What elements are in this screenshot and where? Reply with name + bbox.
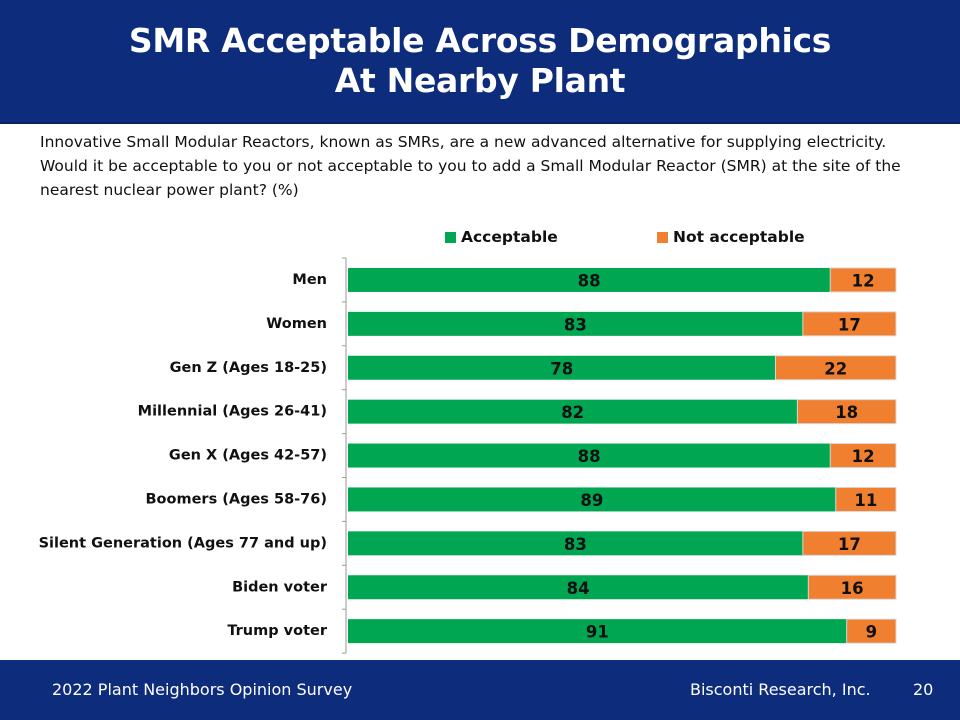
bar-acceptable	[348, 311, 803, 336]
data-label-not-acceptable: 11	[854, 491, 877, 510]
category-label: Biden voter	[232, 579, 328, 595]
bar-not-acceptable	[829, 267, 897, 293]
stacked-bar-chart: Men 88 12 Women 83 17 Gen Z (Ages 18-25) 78 22 Mi…	[39, 257, 897, 654]
bar-not-acceptable	[802, 311, 897, 337]
category-label: Millennial (Ages 26-41)	[138, 404, 327, 420]
data-label-acceptable: 84	[567, 579, 590, 598]
bar-acceptable	[348, 399, 798, 424]
footer-survey-name: 2022 Plant Neighbors Opinion Survey	[52, 680, 353, 699]
data-label-acceptable: 82	[561, 403, 584, 422]
data-label-not-acceptable: 18	[835, 403, 858, 422]
data-label-not-acceptable: 16	[841, 579, 864, 598]
legend-item-not-acceptable: Not acceptable	[657, 228, 805, 246]
data-label-not-acceptable: 9	[866, 623, 877, 642]
data-label-acceptable: 89	[580, 491, 603, 510]
data-label-acceptable: 83	[564, 535, 587, 554]
bar-not-acceptable	[846, 618, 897, 644]
data-label-not-acceptable: 22	[824, 359, 847, 378]
data-label-acceptable: 88	[578, 447, 601, 466]
bar-not-acceptable	[835, 486, 897, 512]
bar-not-acceptable	[807, 574, 897, 600]
category-label: Silent Generation (Ages 77 and up)	[39, 535, 327, 551]
bar-acceptable	[348, 531, 803, 556]
bar-acceptable	[348, 355, 776, 380]
survey-question: Innovative Small Modular Reactors, known…	[40, 133, 901, 199]
bar-not-acceptable	[796, 399, 897, 425]
bar-not-acceptable	[802, 530, 897, 556]
category-label: Boomers (Ages 58-76)	[146, 491, 328, 507]
data-label-not-acceptable: 12	[852, 271, 875, 290]
bar-acceptable	[348, 619, 847, 644]
category-label: Gen X (Ages 42-57)	[169, 448, 327, 464]
category-label: Men	[292, 272, 327, 288]
category-label: Gen Z (Ages 18-25)	[170, 360, 327, 376]
bar-not-acceptable	[829, 443, 897, 469]
bar-acceptable	[348, 575, 809, 600]
bar-acceptable	[348, 487, 836, 512]
slide-title-line-2: At Nearby Plant	[334, 61, 626, 100]
data-label-not-acceptable: 17	[838, 535, 861, 554]
data-label-acceptable: 88	[578, 271, 601, 290]
data-label-acceptable: 83	[564, 315, 587, 334]
bar-acceptable	[348, 443, 831, 468]
legend-item-acceptable: Acceptable	[445, 228, 558, 246]
data-label-not-acceptable: 17	[838, 315, 861, 334]
legend-swatch-not-acceptable	[657, 231, 668, 243]
footer-bar: 2022 Plant Neighbors Opinion Survey Bisc…	[0, 660, 960, 720]
footer-company: Bisconti Research, Inc.	[690, 680, 871, 699]
legend-swatch-acceptable	[445, 231, 456, 243]
category-label: Women	[266, 316, 327, 332]
legend-label-not-acceptable: Not acceptable	[673, 228, 805, 246]
data-label-acceptable: 78	[550, 359, 573, 378]
legend-label-acceptable: Acceptable	[461, 228, 558, 246]
page-number: 20	[913, 680, 934, 699]
bar-acceptable	[348, 267, 831, 292]
data-label-not-acceptable: 12	[852, 447, 875, 466]
title-banner: SMR Acceptable Across Demographics At Ne…	[0, 0, 960, 124]
data-label-acceptable: 91	[586, 623, 609, 642]
category-label: Trump voter	[227, 623, 327, 639]
bar-not-acceptable	[774, 355, 897, 381]
slide-title-line-1: SMR Acceptable Across Demographics	[128, 21, 832, 60]
